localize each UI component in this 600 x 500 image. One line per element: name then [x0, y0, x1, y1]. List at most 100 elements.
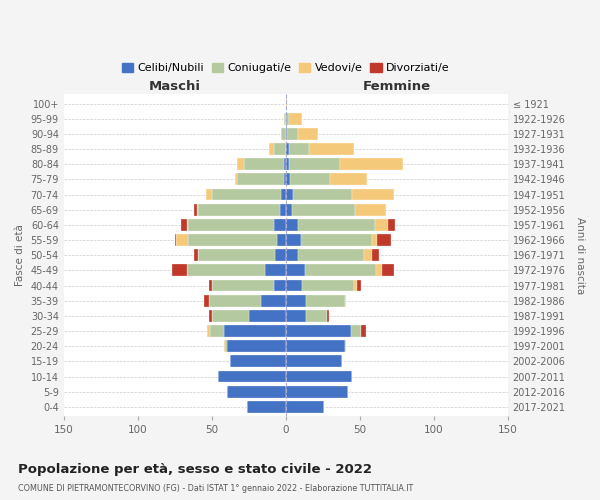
- Bar: [293, 188, 352, 200]
- Bar: [175, 234, 176, 246]
- Bar: [209, 295, 260, 306]
- Bar: [230, 356, 286, 368]
- Y-axis label: Anni di nascita: Anni di nascita: [575, 216, 585, 294]
- Bar: [188, 234, 277, 246]
- Bar: [376, 264, 382, 276]
- Bar: [227, 340, 286, 352]
- Bar: [374, 219, 388, 231]
- Bar: [286, 219, 298, 231]
- Bar: [284, 174, 286, 186]
- Bar: [305, 264, 376, 276]
- Bar: [274, 280, 286, 291]
- Bar: [212, 310, 249, 322]
- Bar: [286, 295, 307, 306]
- Bar: [194, 250, 199, 261]
- Bar: [345, 295, 346, 306]
- Bar: [237, 158, 244, 170]
- Bar: [197, 204, 199, 216]
- Bar: [286, 310, 307, 322]
- Bar: [286, 158, 289, 170]
- Bar: [280, 204, 286, 216]
- Bar: [286, 98, 287, 110]
- Bar: [382, 264, 394, 276]
- Bar: [290, 174, 330, 186]
- Bar: [187, 219, 188, 231]
- Bar: [286, 370, 352, 382]
- Bar: [286, 143, 289, 155]
- Bar: [286, 174, 290, 186]
- Y-axis label: Fasce di età: Fasce di età: [15, 224, 25, 286]
- Bar: [289, 143, 310, 155]
- Bar: [274, 219, 286, 231]
- Bar: [260, 295, 286, 306]
- Bar: [172, 264, 187, 276]
- Bar: [218, 370, 286, 382]
- Bar: [287, 128, 298, 140]
- Bar: [281, 128, 286, 140]
- Bar: [307, 310, 327, 322]
- Bar: [284, 113, 286, 124]
- Bar: [364, 250, 371, 261]
- Bar: [244, 158, 284, 170]
- Bar: [265, 264, 286, 276]
- Text: COMUNE DI PIETRAMONTECORVINO (FG) - Dati ISTAT 1° gennaio 2022 - Elaborazione TU: COMUNE DI PIETRAMONTECORVINO (FG) - Dati…: [18, 484, 413, 493]
- Bar: [286, 188, 293, 200]
- Bar: [286, 234, 301, 246]
- Bar: [224, 340, 225, 352]
- Bar: [274, 143, 286, 155]
- Bar: [286, 128, 287, 140]
- Bar: [212, 280, 274, 291]
- Legend: Celibi/Nubili, Coniugati/e, Vedovi/e, Divorziati/e: Celibi/Nubili, Coniugati/e, Vedovi/e, Di…: [118, 58, 454, 78]
- Bar: [284, 158, 286, 170]
- Bar: [286, 386, 348, 398]
- Bar: [286, 113, 289, 124]
- Bar: [286, 340, 345, 352]
- Bar: [225, 340, 227, 352]
- Bar: [187, 264, 265, 276]
- Bar: [209, 310, 212, 322]
- Bar: [247, 401, 286, 413]
- Bar: [209, 280, 212, 291]
- Bar: [286, 204, 292, 216]
- Bar: [277, 234, 286, 246]
- Bar: [224, 325, 286, 337]
- Bar: [307, 295, 345, 306]
- Bar: [188, 219, 274, 231]
- Bar: [237, 174, 284, 186]
- Bar: [298, 128, 318, 140]
- Bar: [292, 204, 355, 216]
- Bar: [298, 250, 364, 261]
- Bar: [354, 280, 357, 291]
- Bar: [298, 219, 374, 231]
- Bar: [212, 188, 281, 200]
- Bar: [301, 234, 371, 246]
- Bar: [181, 219, 187, 231]
- Bar: [210, 325, 224, 337]
- Bar: [351, 325, 361, 337]
- Bar: [289, 158, 340, 170]
- Bar: [327, 310, 329, 322]
- Bar: [281, 188, 286, 200]
- Bar: [286, 280, 302, 291]
- Bar: [345, 340, 346, 352]
- Bar: [286, 356, 342, 368]
- Bar: [208, 325, 210, 337]
- Bar: [199, 204, 280, 216]
- Bar: [371, 250, 379, 261]
- Bar: [330, 174, 367, 186]
- Bar: [194, 204, 197, 216]
- Bar: [371, 234, 377, 246]
- Bar: [340, 158, 403, 170]
- Bar: [286, 264, 305, 276]
- Bar: [377, 234, 391, 246]
- Bar: [235, 174, 237, 186]
- Text: Popolazione per età, sesso e stato civile - 2022: Popolazione per età, sesso e stato civil…: [18, 462, 372, 475]
- Bar: [176, 234, 188, 246]
- Bar: [286, 250, 298, 261]
- Bar: [249, 310, 286, 322]
- Bar: [205, 295, 209, 306]
- Bar: [206, 188, 212, 200]
- Bar: [269, 143, 274, 155]
- Bar: [302, 280, 354, 291]
- Bar: [286, 325, 351, 337]
